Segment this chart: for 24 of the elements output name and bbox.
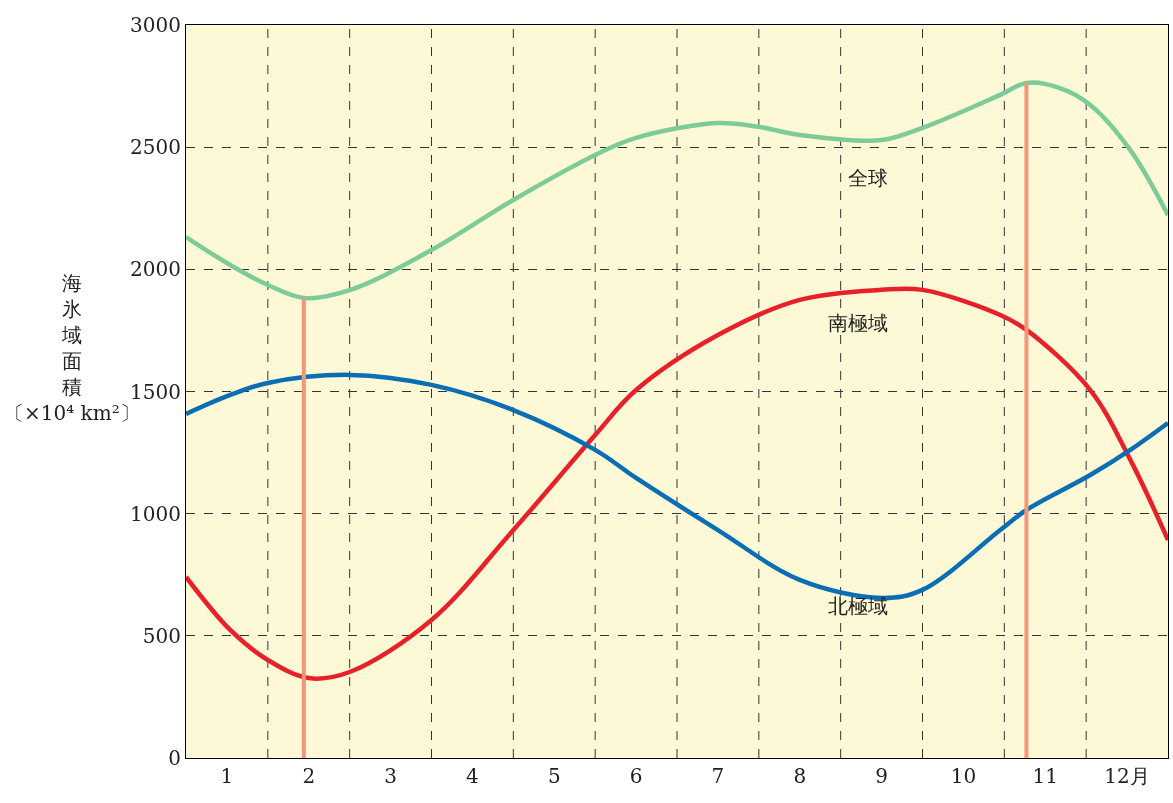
y-tick-label: 0 — [168, 746, 181, 770]
x-tick-label: 12月 — [1104, 764, 1150, 788]
y-tick-label: 3000 — [130, 13, 181, 37]
line-series — [186, 286, 1168, 681]
y-tick-label: 1500 — [130, 379, 181, 404]
x-tick-label: 8 — [793, 764, 807, 788]
x-tick-label: 3 — [384, 764, 397, 788]
x-tick-label: 11 — [1032, 764, 1058, 788]
x-tick-label: 4 — [466, 764, 479, 788]
x-tick-label: 6 — [629, 764, 643, 788]
x-tick-label: 1 — [220, 764, 234, 788]
y-tick-label: 500 — [142, 623, 181, 648]
x-tick-label: 7 — [711, 764, 725, 788]
y-tick-label: 2000 — [130, 257, 181, 282]
y-tick-label: 2500 — [130, 135, 181, 160]
x-tick-label: 10 — [950, 764, 977, 788]
annotation: 北極域 — [828, 594, 888, 618]
y-tick-label: 1000 — [130, 501, 181, 526]
x-tick-label: 5 — [547, 764, 561, 788]
x-tick-label: 9 — [875, 764, 888, 788]
line-series — [186, 80, 1168, 301]
annotation: 南極域 — [828, 311, 888, 335]
annotation: 全球 — [848, 166, 888, 190]
x-tick-label: 2 — [302, 764, 316, 788]
